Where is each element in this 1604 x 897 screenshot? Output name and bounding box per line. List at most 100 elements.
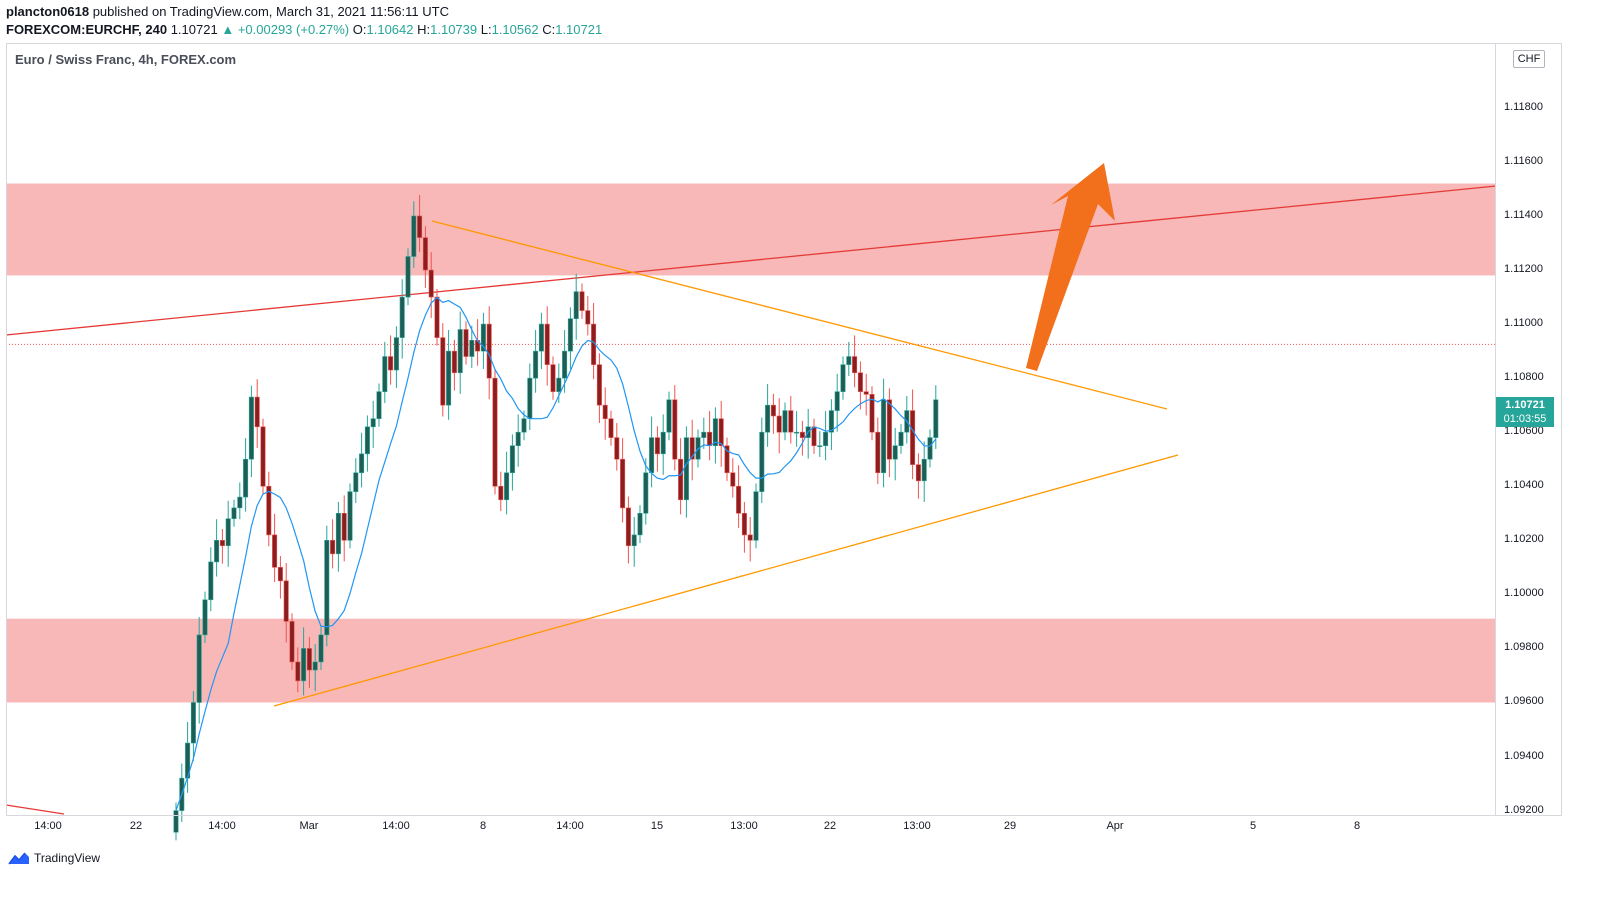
candle[interactable] <box>921 441 927 502</box>
candle[interactable] <box>243 438 249 512</box>
candle[interactable] <box>550 356 556 400</box>
candle[interactable] <box>498 471 504 512</box>
candle[interactable] <box>225 500 231 567</box>
candle[interactable] <box>701 417 707 449</box>
candle[interactable] <box>643 458 649 525</box>
candle[interactable] <box>231 499 237 527</box>
candle[interactable] <box>237 482 243 520</box>
candle[interactable] <box>660 414 666 475</box>
candle[interactable] <box>637 505 643 544</box>
candle[interactable] <box>573 273 579 340</box>
candle[interactable] <box>817 431 823 458</box>
candle[interactable] <box>579 283 585 319</box>
candle[interactable] <box>875 417 881 485</box>
candle[interactable] <box>190 691 196 761</box>
candle[interactable] <box>852 335 858 388</box>
candle[interactable] <box>469 325 475 368</box>
candle[interactable] <box>782 402 788 441</box>
chart-plot-area[interactable] <box>6 43 1496 816</box>
candle[interactable] <box>440 323 446 417</box>
candle[interactable] <box>446 330 452 420</box>
price-zone-1[interactable] <box>6 618 1496 703</box>
candle[interactable] <box>399 279 405 359</box>
candle[interactable] <box>863 373 869 416</box>
candle[interactable] <box>451 339 457 391</box>
candle[interactable] <box>799 420 805 456</box>
candle[interactable] <box>689 419 695 481</box>
candle[interactable] <box>335 501 341 572</box>
candle[interactable] <box>353 458 359 504</box>
candle[interactable] <box>672 385 678 471</box>
candle[interactable] <box>208 547 214 612</box>
candle[interactable] <box>196 617 202 724</box>
triangle-lower-line[interactable] <box>273 454 1179 707</box>
candle[interactable] <box>248 385 254 478</box>
candle[interactable] <box>214 519 220 577</box>
publisher-name[interactable]: plancton0618 <box>6 4 90 19</box>
candle[interactable] <box>272 513 278 582</box>
candle[interactable] <box>747 517 753 562</box>
candle[interactable] <box>411 201 417 268</box>
tradingview-brand[interactable]: TradingView <box>8 850 100 866</box>
candle[interactable] <box>712 407 718 464</box>
candle[interactable] <box>915 453 921 499</box>
candle[interactable] <box>364 415 370 472</box>
candle[interactable] <box>359 432 365 488</box>
candle[interactable] <box>324 525 330 647</box>
candle[interactable] <box>585 295 591 336</box>
candle[interactable] <box>266 471 272 547</box>
candle[interactable] <box>428 252 434 319</box>
candle[interactable] <box>857 361 863 410</box>
candle[interactable] <box>388 335 394 385</box>
candle[interactable] <box>666 391 672 441</box>
candle[interactable] <box>295 647 301 693</box>
candle[interactable] <box>509 434 515 491</box>
candle[interactable] <box>770 393 776 434</box>
candle[interactable] <box>504 451 510 515</box>
candle[interactable] <box>759 417 765 504</box>
rising-trendline[interactable] <box>5 185 1497 336</box>
candle[interactable] <box>219 528 225 564</box>
candle[interactable] <box>608 410 614 446</box>
candle[interactable] <box>538 312 544 369</box>
candle[interactable] <box>654 426 660 472</box>
candle[interactable] <box>602 387 608 440</box>
candle[interactable] <box>422 226 428 288</box>
candle[interactable] <box>515 414 521 467</box>
candle[interactable] <box>202 591 208 644</box>
candle[interactable] <box>370 400 376 448</box>
candle[interactable] <box>283 563 289 643</box>
lower-trendline[interactable] <box>5 804 65 815</box>
candle[interactable] <box>910 389 916 480</box>
candle[interactable] <box>823 411 829 461</box>
candle[interactable] <box>620 438 626 523</box>
candle[interactable] <box>794 411 800 447</box>
moving-average-line[interactable] <box>175 296 937 811</box>
candle[interactable] <box>533 330 539 393</box>
candle[interactable] <box>927 429 933 468</box>
candle[interactable] <box>678 438 684 515</box>
triangle-upper-line[interactable] <box>431 220 1168 410</box>
symbol-label[interactable]: FOREXCOM:EURCHF, 240 <box>6 22 168 37</box>
candle[interactable] <box>480 312 486 369</box>
candle[interactable] <box>840 356 846 400</box>
candle[interactable] <box>776 398 782 454</box>
candle[interactable] <box>492 370 498 495</box>
candle[interactable] <box>898 424 904 454</box>
candle[interactable] <box>289 613 295 671</box>
candle[interactable] <box>306 637 312 688</box>
candle[interactable] <box>544 306 550 386</box>
candle[interactable] <box>933 385 939 449</box>
candle[interactable] <box>718 400 724 467</box>
candle[interactable] <box>393 326 399 388</box>
candle[interactable] <box>846 341 852 376</box>
candle[interactable] <box>463 321 469 365</box>
up-arrow-icon[interactable] <box>1026 163 1115 371</box>
candle[interactable] <box>254 379 260 448</box>
candle[interactable] <box>567 307 573 369</box>
candle[interactable] <box>753 483 759 549</box>
currency-badge[interactable]: CHF <box>1513 50 1545 68</box>
candle[interactable] <box>382 341 388 404</box>
candle[interactable] <box>736 465 742 528</box>
